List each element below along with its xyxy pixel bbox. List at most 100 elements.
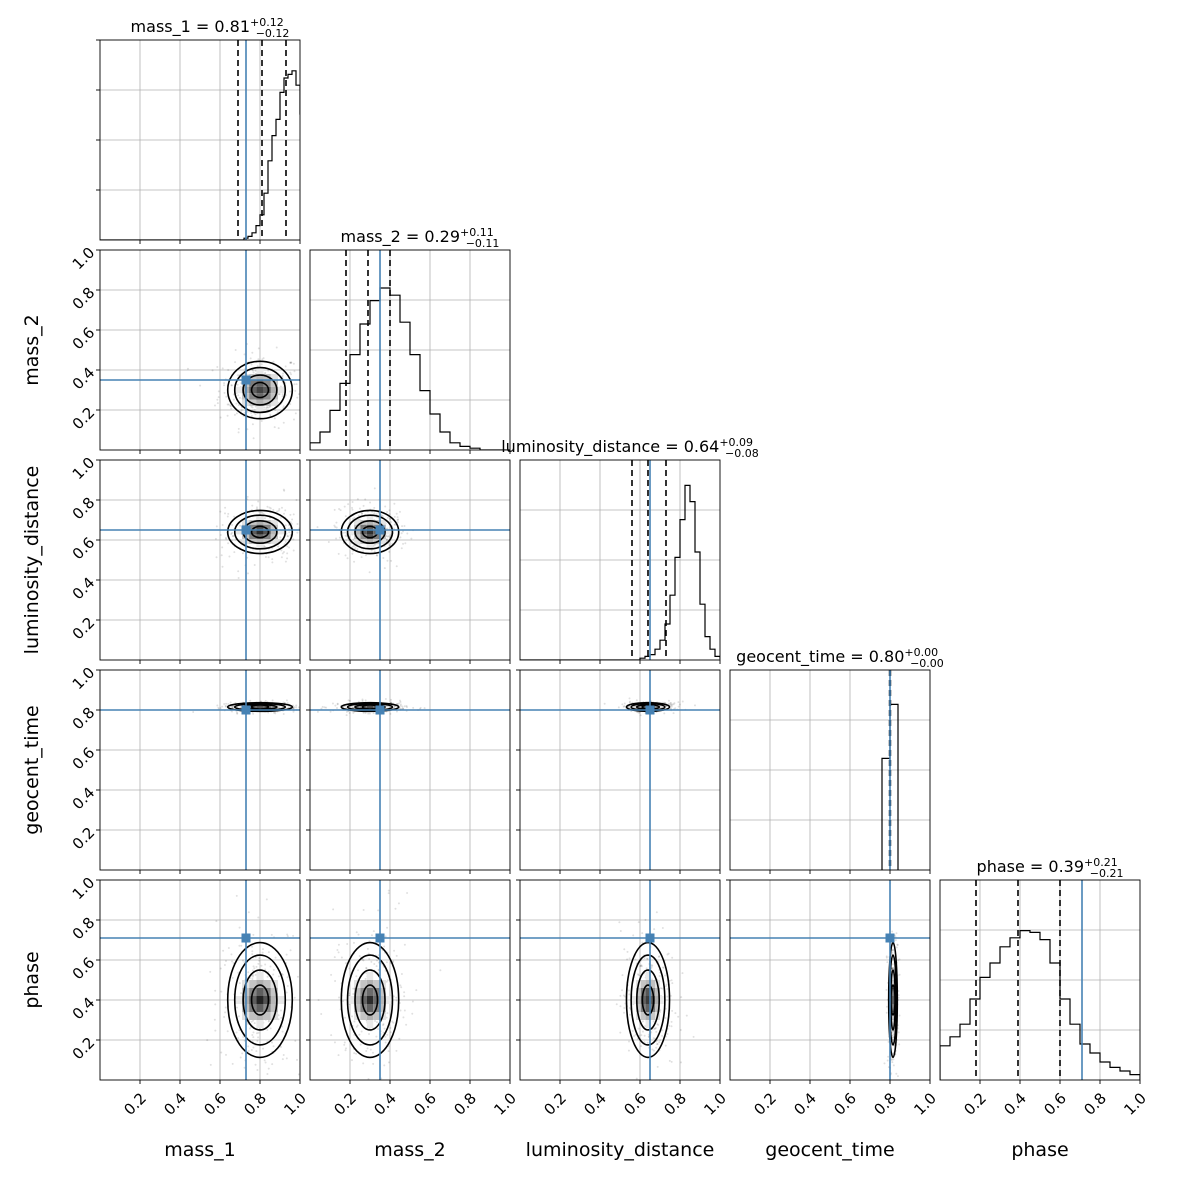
scatter-point <box>362 908 365 911</box>
scatter-point <box>894 939 897 942</box>
scatter-point <box>639 964 642 967</box>
scatter-point <box>344 515 347 518</box>
panel-content <box>310 250 510 450</box>
scatter-point <box>395 1049 398 1052</box>
scatter-point <box>256 365 259 368</box>
scatter-point <box>670 979 673 982</box>
y-tick-label: 0.4 <box>69 784 99 814</box>
scatter-point <box>252 1046 255 1049</box>
scatter-point <box>343 1041 346 1044</box>
panel-ticks <box>96 669 301 874</box>
density-cell <box>386 996 393 1004</box>
scatter-point <box>276 411 279 414</box>
panel-ticks <box>96 459 301 664</box>
scatter-point <box>272 968 275 971</box>
scatter-point <box>251 1034 254 1037</box>
density-cell <box>891 996 893 1004</box>
scatter-point <box>885 988 888 991</box>
panel-ticks <box>559 660 721 664</box>
scatter-point <box>617 706 620 709</box>
density-cell <box>891 980 893 988</box>
density-cell <box>379 539 386 544</box>
scatter-point <box>261 512 264 515</box>
scatter-point <box>239 1056 242 1059</box>
density-cell <box>360 996 367 1004</box>
scatter-point <box>368 1032 371 1035</box>
scatter-point <box>384 1035 387 1038</box>
density-cell <box>645 996 651 1004</box>
scatter-point <box>252 1036 255 1039</box>
scatter-point <box>669 703 672 706</box>
title-plus: +0.09 <box>719 436 753 449</box>
x-tick-label: 0.6 <box>410 1089 440 1119</box>
scatter-point <box>394 523 397 526</box>
scatter-point <box>290 522 293 525</box>
scatter-point <box>405 706 408 709</box>
scatter-point <box>225 537 228 540</box>
density-cell <box>249 386 257 394</box>
scatter-point <box>255 506 258 509</box>
scatter-point <box>316 526 319 529</box>
scatter-point <box>670 704 673 707</box>
density-cell <box>270 386 278 394</box>
scatter-point <box>225 705 228 708</box>
scatter-point <box>375 965 378 968</box>
scatter-point <box>661 987 664 990</box>
scatter-point <box>257 358 260 361</box>
scatter-point <box>668 1024 671 1027</box>
scatter-point <box>277 393 280 396</box>
scatter-point <box>619 1031 622 1034</box>
scatter-point <box>258 959 261 962</box>
scatter-point <box>374 543 377 546</box>
panel-frame <box>519 459 721 661</box>
density-cell <box>256 524 264 530</box>
x-tick-label: 0.4 <box>580 1089 610 1119</box>
scatter-point <box>246 495 249 498</box>
panel-frame <box>519 879 721 1081</box>
contour-level-2 <box>635 969 661 1031</box>
scatter-point <box>247 971 250 974</box>
histogram-phase <box>940 930 1140 1080</box>
density-cell <box>373 980 380 988</box>
panel-ticks <box>349 450 511 454</box>
scatter-point <box>362 504 365 507</box>
density-cell <box>234 706 242 708</box>
scatter-point <box>252 1121 254 1123</box>
scatter-point <box>645 967 648 970</box>
scatter-point <box>353 544 356 547</box>
scatter-point <box>252 1031 255 1034</box>
scatter-point <box>883 1062 886 1065</box>
scatter-point <box>224 536 227 539</box>
scatter-point <box>892 1033 895 1036</box>
scatter-point <box>279 1045 282 1048</box>
scatter-point <box>406 532 409 535</box>
scatter-point <box>656 1043 659 1046</box>
scatter-point <box>292 538 295 541</box>
density-cell <box>373 996 380 1004</box>
scatter-point <box>898 958 901 961</box>
scatter-point <box>221 705 224 708</box>
panel-luminosity_distance-luminosity_distance: luminosity_distance = 0.64+0.09 −0.08 <box>501 436 759 664</box>
scatter-point <box>251 945 254 948</box>
scatter-point <box>670 1025 673 1028</box>
scatter-point <box>622 994 625 997</box>
scatter-point <box>251 423 254 426</box>
scatter-point <box>373 963 376 966</box>
scatter-point <box>301 357 303 359</box>
scatter-point <box>286 933 289 936</box>
scatter-point <box>389 1027 392 1030</box>
scatter-point <box>659 987 662 990</box>
title-prefix: geocent_time = <box>736 647 869 667</box>
scatter-point <box>633 1035 636 1038</box>
scatter-point <box>382 1024 385 1027</box>
scatter-point <box>283 512 286 515</box>
contour-level-3 <box>233 514 287 550</box>
scatter-point <box>361 958 364 961</box>
scatter-point <box>897 996 900 999</box>
histogram-luminosity_distance <box>520 484 720 660</box>
scatter-point <box>643 1041 646 1044</box>
scatter-point <box>270 933 273 936</box>
scatter-point <box>393 949 396 952</box>
scatter-point <box>278 393 281 396</box>
scatter-point <box>219 707 222 710</box>
